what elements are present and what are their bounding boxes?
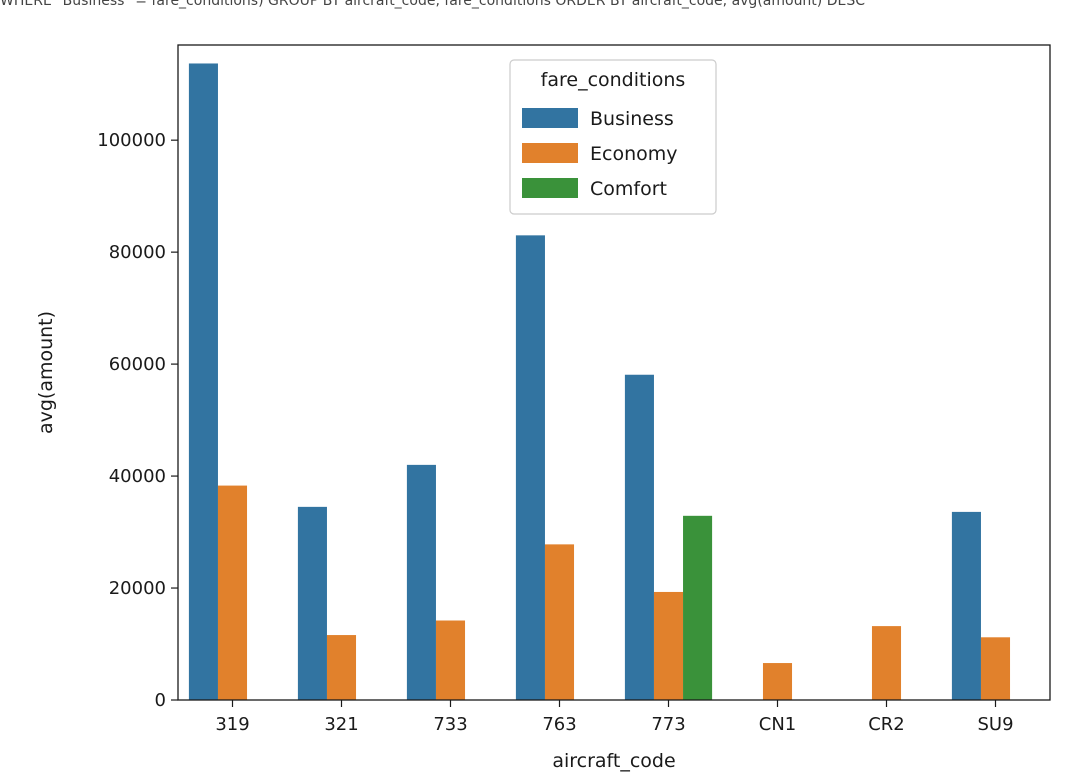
legend-label-comfort: Comfort	[590, 178, 667, 200]
y-tick-label: 20000	[109, 578, 166, 599]
legend-swatch-economy	[522, 143, 578, 163]
x-tick-label: 733	[433, 714, 467, 735]
bar-economy-cn1	[762, 663, 793, 700]
bar-economy-su9	[980, 637, 1011, 700]
legend-label-economy: Economy	[590, 143, 678, 165]
bar-economy-733	[435, 620, 466, 700]
x-tick-label: SU9	[977, 714, 1013, 735]
bar-economy-cr2	[871, 626, 902, 700]
y-axis-title: avg(amount)	[35, 311, 57, 434]
y-tick-label: 40000	[109, 466, 166, 487]
bar-business-763	[515, 235, 545, 701]
x-tick-label: 763	[542, 714, 576, 735]
x-axis: 319 321 733 763 773 CN1 CR2 SU9	[215, 700, 1014, 735]
plot-frame	[177, 44, 1051, 701]
x-tick-label: 319	[215, 714, 249, 735]
y-tick-label: 100000	[97, 130, 166, 151]
bar-business-773	[624, 374, 654, 700]
bar-economy-319	[217, 485, 248, 700]
y-tick-label: 0	[155, 690, 166, 711]
x-axis-title: aircraft_code	[552, 750, 675, 772]
bar-economy-763	[544, 544, 575, 700]
legend-label-business: Business	[590, 108, 674, 130]
bar-business-319	[188, 63, 218, 700]
legend-box	[509, 59, 717, 215]
legend-title: fare_conditions	[541, 69, 686, 91]
bar-business-321	[297, 506, 327, 700]
y-axis: 0 20000 40000 60000 80000 100000	[97, 130, 178, 711]
bars-group	[188, 63, 1011, 701]
bar-economy-321	[326, 635, 357, 700]
bar-economy-773	[653, 591, 684, 700]
y-tick-label: 80000	[109, 242, 166, 263]
y-tick-label: 60000	[109, 354, 166, 375]
bar-business-733	[406, 464, 436, 700]
x-tick-label: CN1	[759, 714, 797, 735]
x-tick-label: 321	[324, 714, 358, 735]
bar-comfort-773	[683, 515, 713, 700]
legend: fare_conditions Business Economy Comfort	[509, 59, 717, 215]
bar-business-su9	[951, 511, 981, 700]
x-tick-label: 773	[651, 714, 685, 735]
legend-swatch-business	[522, 108, 578, 128]
legend-swatch-comfort	[522, 178, 578, 198]
x-tick-label: CR2	[868, 714, 905, 735]
query-text-line: WHERE "Business" = fare_conditions) GROU…	[0, 0, 865, 9]
